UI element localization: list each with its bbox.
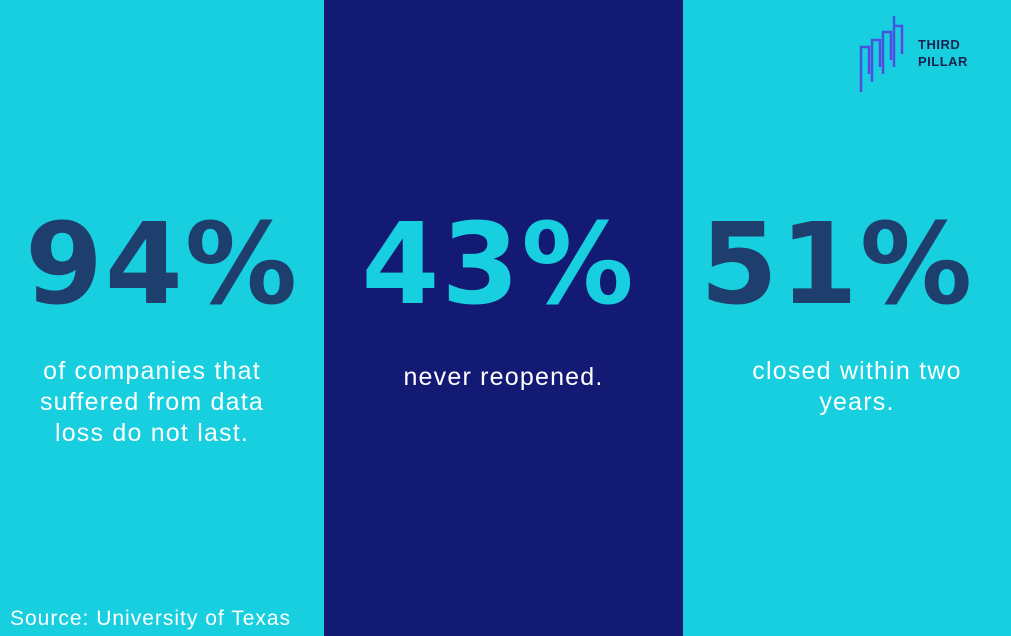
caption-line: suffered from data: [39, 388, 265, 416]
source: Source: University of Texas: [10, 607, 292, 630]
caption: of companies that suffered from data los…: [0, 356, 314, 449]
caption-line: never reopened.: [403, 363, 604, 391]
caption: closed within two years.: [693, 356, 1011, 418]
logo-mark: [859, 16, 904, 92]
stat: 43%: [361, 200, 636, 330]
logo-line: PILLAR: [918, 54, 968, 69]
caption-line: loss do not last.: [54, 419, 250, 447]
stat: 51%: [699, 200, 975, 330]
panel: 43% never reopened.: [324, 0, 683, 636]
logo-text: THIRD PILLAR: [918, 36, 968, 70]
caption-line: of companies that: [43, 357, 261, 385]
panel: 94% of companies that suffered from data…: [0, 0, 324, 636]
caption: never reopened.: [324, 362, 683, 393]
caption-line: years.: [819, 388, 895, 416]
caption-line: closed within two: [752, 357, 962, 385]
panel: 51% closed within two years.: [683, 0, 1011, 636]
logo-line: THIRD: [918, 37, 961, 52]
stat: 94%: [24, 200, 300, 330]
